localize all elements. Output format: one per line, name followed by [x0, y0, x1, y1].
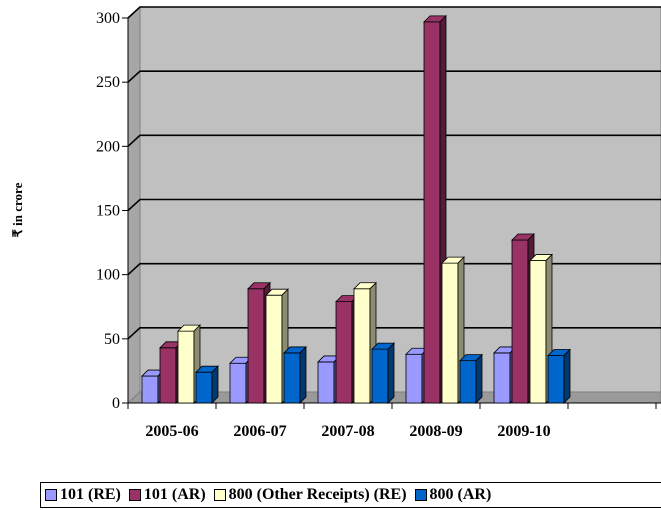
legend-swatch [128, 489, 141, 501]
bar [405, 347, 429, 404]
y-tick-label: 300 [96, 10, 120, 27]
bar [195, 365, 219, 404]
y-axis-label: ₹ in crore [10, 182, 25, 237]
bar [459, 353, 483, 404]
legend-label: 101 (RE) [60, 486, 121, 503]
bar [371, 342, 395, 404]
legend-item: 800 (Other Receipts) (RE) [213, 486, 407, 504]
legend-item: 101 (RE) [45, 486, 121, 504]
bar-chart: 0 50 100 150 200 250 300 2005-06 2006-07 2007-08… [10, 5, 661, 440]
y-tick-labels: 0 50 100 150 200 250 300 [96, 10, 120, 412]
y-tick-label: 100 [96, 267, 120, 284]
y-tick-label: 0 [112, 395, 120, 412]
legend-swatch [414, 489, 427, 501]
legend: 101 (RE) 101 (AR) 800 (Other Receipts) (RE… [40, 482, 661, 508]
gridlines [127, 6, 661, 340]
x-tick-label: 2007-08 [321, 423, 374, 440]
x-tick-label: 2008-09 [409, 423, 462, 440]
bar [283, 345, 307, 404]
legend-swatch [213, 489, 226, 501]
axes [122, 17, 661, 409]
x-tick-label: 2005-06 [145, 423, 198, 440]
x-tick-label: 2009-10 [497, 423, 550, 440]
x-tick-label: 2006-07 [233, 423, 286, 440]
y-tick-label: 150 [96, 203, 120, 220]
legend-swatch [45, 489, 57, 501]
gridline [127, 134, 661, 147]
gridline [127, 6, 661, 19]
y-tick-label: 50 [104, 331, 120, 348]
bar [177, 324, 201, 404]
legend-item: 800 (AR) [414, 486, 492, 504]
gridline [127, 198, 661, 212]
gridline [127, 70, 661, 83]
bars [141, 14, 571, 404]
legend-label: 800 (Other Receipts) (RE) [228, 486, 407, 503]
gridline [127, 262, 661, 276]
x-tick-labels: 2005-06 2006-07 2007-08 2008-09 2009-10 [145, 423, 550, 440]
legend-label: 101 (AR) [143, 486, 206, 503]
y-tick-label: 200 [96, 138, 120, 155]
y-tick-label: 250 [96, 74, 120, 91]
legend-label: 800 (AR) [429, 486, 492, 503]
bar [547, 348, 571, 404]
gridline [127, 327, 661, 340]
legend-item: 101 (AR) [128, 486, 206, 504]
